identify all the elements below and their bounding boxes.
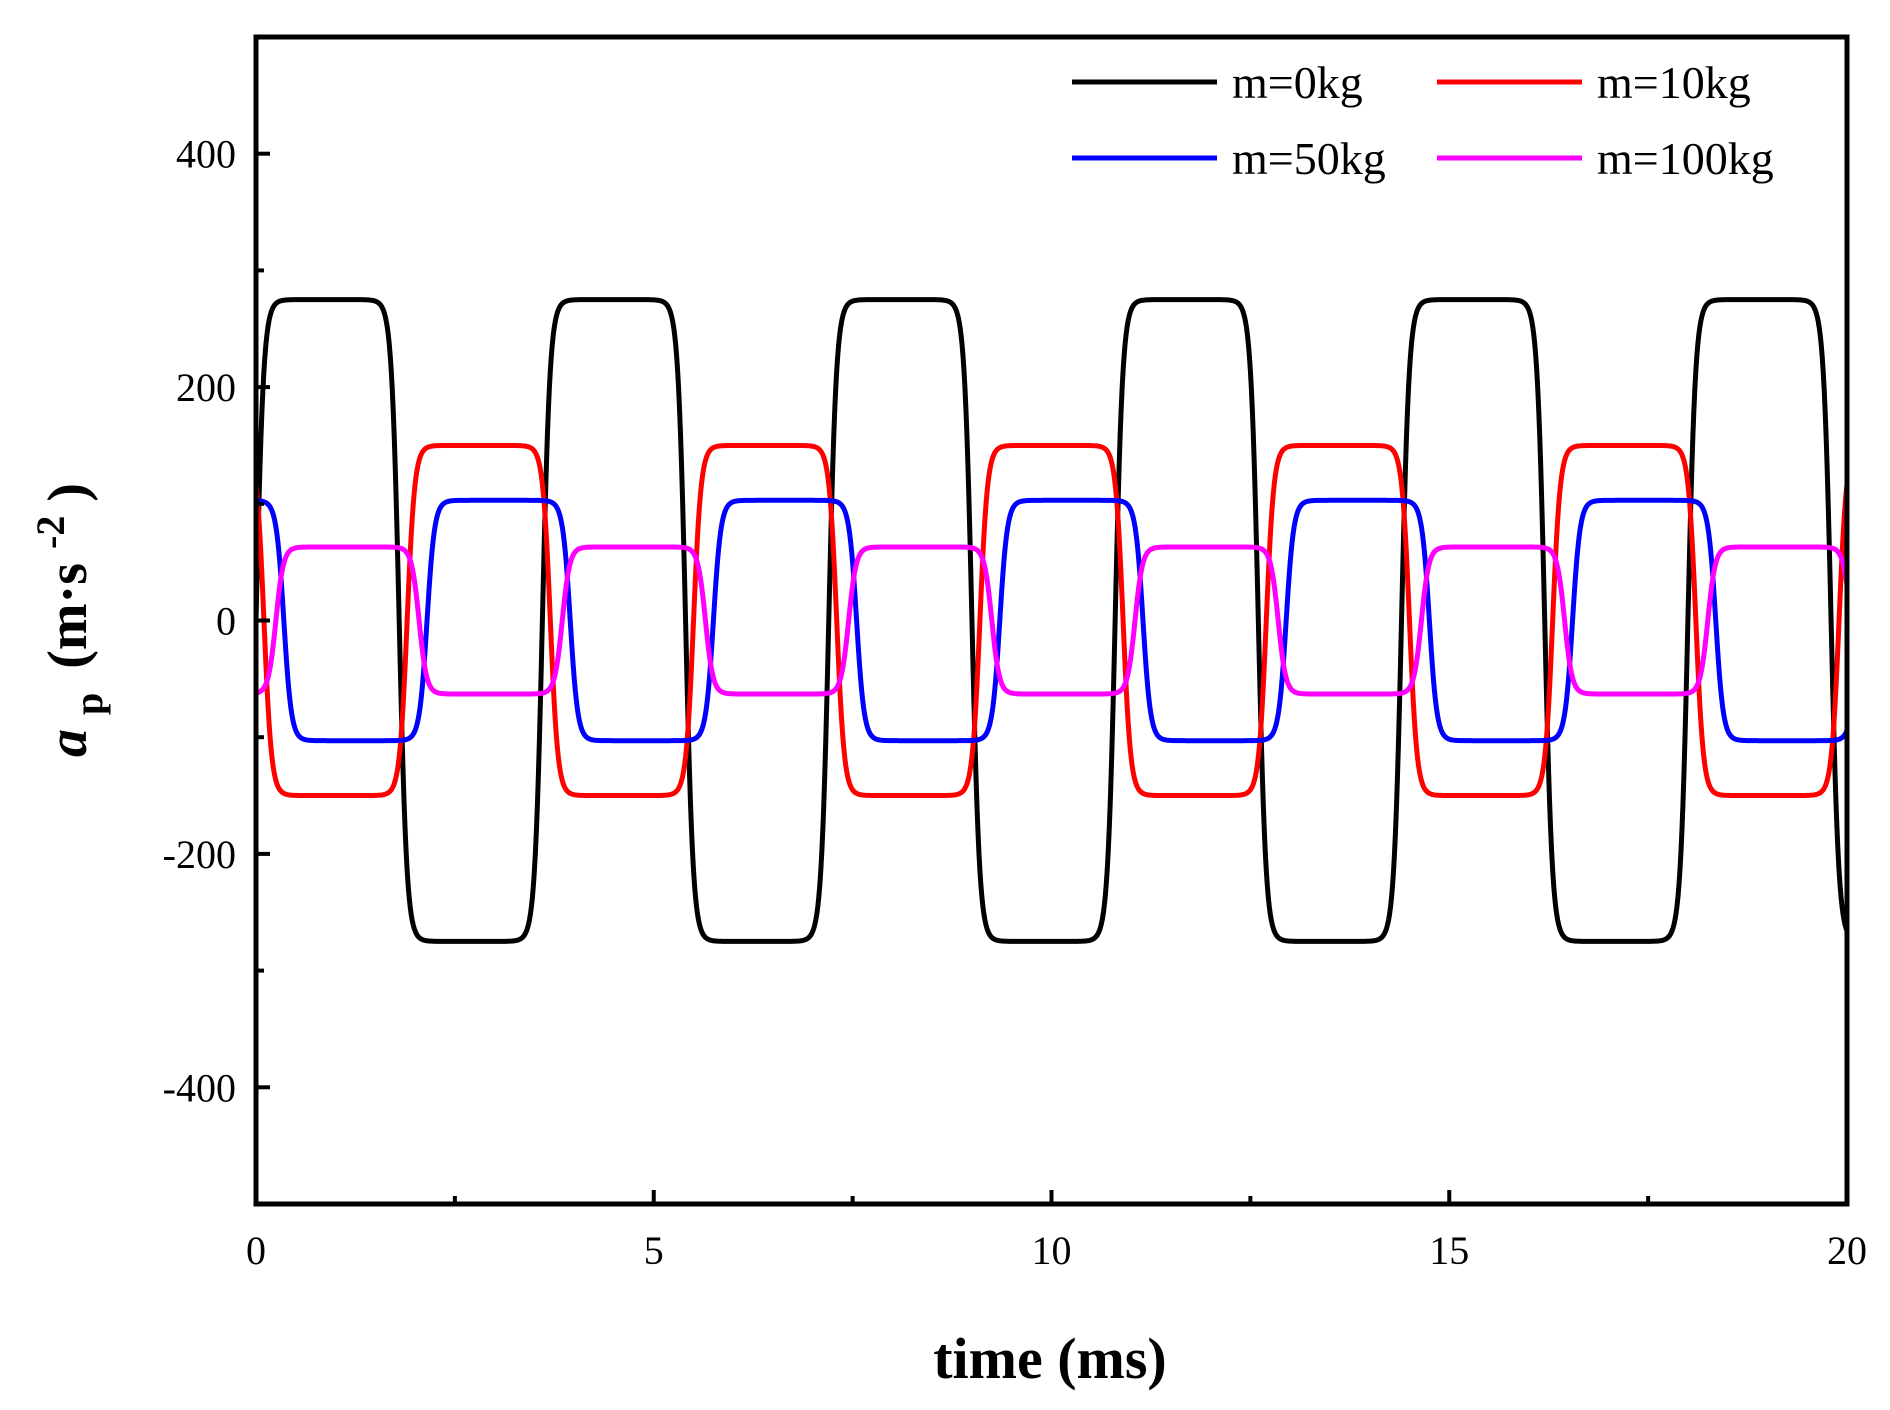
y-axis-unit-close: ) <box>37 483 99 502</box>
y-axis-title: a p (m·s -2 ) <box>15 483 115 757</box>
x-tick-label: 20 <box>1827 1228 1867 1273</box>
legend-label-1: m=10kg <box>1597 57 1751 108</box>
legend-label-3: m=100kg <box>1597 133 1774 184</box>
y-axis-unit: (m·s <box>37 563 99 669</box>
y-tick-label: 400 <box>176 132 236 177</box>
axis-tick-labels: 0 5 10 15 20 -400 -200 0 200 400 <box>163 132 1867 1273</box>
series-group <box>256 297 1847 944</box>
y-tick-label: 0 <box>216 599 236 644</box>
series-line-3 <box>256 544 1847 697</box>
legend: m=0kg m=10kg m=50kg m=100kg <box>1072 57 1774 184</box>
series-line-0 <box>256 297 1847 944</box>
x-axis-title: time (ms) <box>933 1326 1167 1391</box>
y-tick-label: -400 <box>163 1065 236 1110</box>
plot-frame <box>253 34 1850 1207</box>
series-line-2 <box>256 497 1847 744</box>
y-axis-unit-exponent: -2 <box>28 516 73 549</box>
y-axis-symbol: a <box>37 729 99 757</box>
legend-label-0: m=0kg <box>1232 57 1363 108</box>
axis-ticks <box>254 151 1849 1204</box>
x-tick-label: 15 <box>1429 1228 1469 1273</box>
y-axis-subscript: p <box>66 693 111 715</box>
series-line-1 <box>256 442 1847 799</box>
x-tick-label: 5 <box>644 1228 664 1273</box>
y-tick-label: 200 <box>176 365 236 410</box>
legend-label-2: m=50kg <box>1232 133 1386 184</box>
x-tick-label: 10 <box>1032 1228 1072 1273</box>
y-tick-label: -200 <box>163 832 236 877</box>
x-tick-label: 0 <box>246 1228 266 1273</box>
